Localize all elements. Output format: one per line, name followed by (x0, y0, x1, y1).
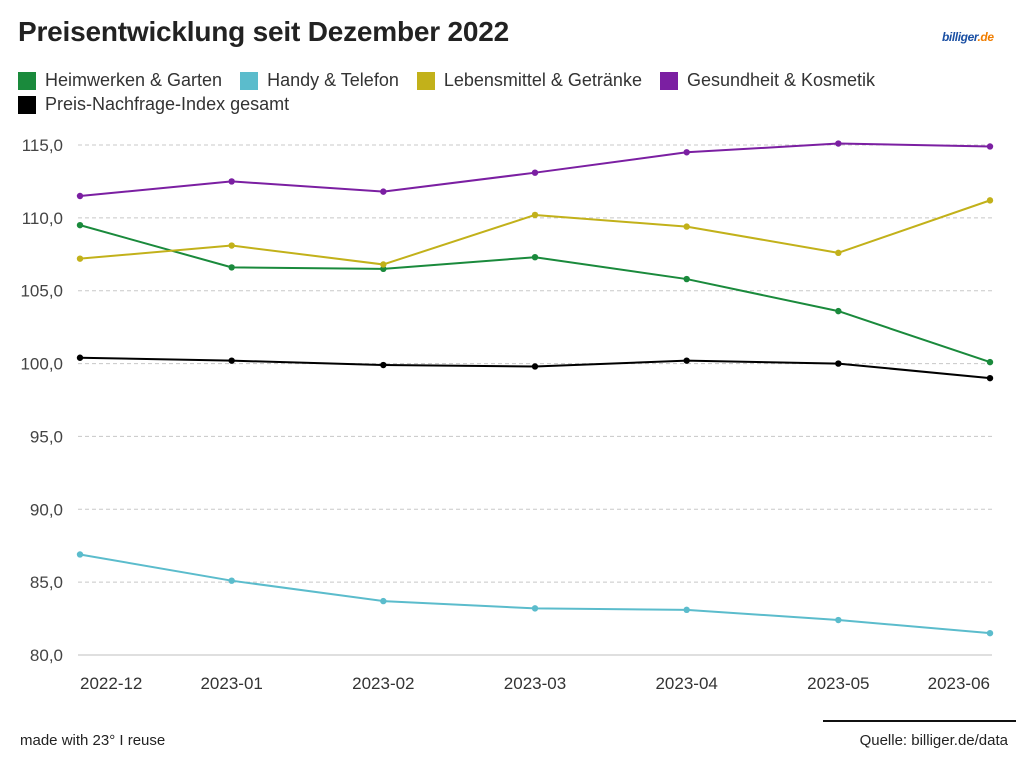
data-point (531, 605, 539, 612)
data-point (683, 606, 690, 614)
y-tick-label: 85,0 (30, 573, 63, 592)
series-group (76, 140, 994, 200)
legend-item[interactable]: Preis-Nachfrage-Index gesamt (18, 94, 289, 115)
chart-title: Preisentwicklung seit Dezember 2022 (18, 16, 509, 47)
y-tick-label: 115,0 (22, 136, 63, 155)
x-tick-label: 2023-04 (655, 674, 717, 693)
data-point (683, 223, 690, 230)
x-tick-label: 2023-05 (807, 674, 869, 693)
x-tick-label: 2023-02 (352, 674, 414, 693)
legend-label: Handy & Telefon (267, 70, 399, 90)
data-point (380, 361, 387, 369)
data-point (986, 374, 994, 382)
data-point (380, 265, 387, 273)
x-tick-label: 2023-01 (200, 674, 262, 693)
x-axis: 2022-12 2023-01 2023-02 2023-03 2023-04 2023-… (80, 674, 990, 693)
data-point (228, 178, 235, 185)
legend-label: Gesundheit & Kosmetik (686, 70, 876, 90)
data-point (683, 275, 690, 283)
legend-item[interactable]: Handy & Telefon (240, 70, 399, 91)
data-point (228, 577, 235, 584)
x-tick-label: 2023-03 (504, 674, 566, 693)
legend-label: Preis-Nachfrage-Index gesamt (45, 94, 290, 114)
data-point (835, 307, 842, 315)
data-point (380, 188, 387, 195)
data-point (76, 221, 84, 229)
series-group (76, 221, 994, 366)
series-line (79, 224, 991, 364)
data-point (986, 358, 994, 366)
data-point (76, 192, 84, 200)
legend-swatch (240, 71, 259, 90)
legend-swatch (416, 71, 435, 90)
y-tick-label: 100,0 (20, 355, 63, 374)
data-point (380, 261, 387, 268)
legend-item[interactable]: Heimwerken & Garten (18, 70, 222, 91)
legend-label: Heimwerken & Garten (45, 70, 223, 90)
data-point (228, 242, 235, 249)
data-point (835, 249, 842, 257)
series-group (76, 197, 994, 268)
data-point (986, 629, 994, 637)
data-point (531, 363, 539, 370)
data-point (76, 354, 84, 361)
legend-label: Lebensmittel & Getränke (443, 70, 642, 90)
legend-swatch (659, 71, 678, 90)
data-point (835, 140, 842, 147)
footer-divider (823, 720, 1016, 722)
data-point (531, 169, 539, 176)
data-point (76, 551, 84, 558)
legend-item[interactable]: Lebensmittel & Getränke (416, 70, 642, 91)
data-point (76, 255, 84, 262)
data-point (683, 357, 690, 364)
series-group (76, 551, 994, 637)
data-point (986, 197, 994, 204)
data-point (228, 357, 235, 364)
source-note: Quelle: billiger.de/data (859, 732, 1008, 749)
data-point (380, 597, 387, 605)
x-tick-label: 2022-12 (80, 674, 142, 693)
legend: Heimwerken & Garten Handy & Telefon Lebens… (18, 70, 1008, 115)
y-tick-label: 80,0 (30, 646, 63, 665)
series-line (79, 553, 991, 635)
data-point (835, 360, 842, 367)
logo-text-domain: .de (977, 30, 994, 44)
legend-item[interactable]: Gesundheit & Kosmetik (659, 70, 876, 91)
y-tick-label: 95,0 (30, 427, 63, 446)
y-tick-label: 110,0 (22, 209, 63, 228)
logo-text-main: billiger (942, 30, 978, 44)
data-point (835, 616, 842, 624)
brand-logo[interactable]: billiger.de (942, 30, 994, 44)
grid-lines: 80,0 85,0 90,0 95,0 100,0 105,0 110,0 115,0 (20, 136, 992, 665)
data-point (683, 149, 690, 156)
made-with-credit[interactable]: made with 23° I reuse (20, 732, 166, 749)
y-tick-label: 90,0 (30, 500, 63, 519)
data-point (228, 264, 235, 271)
x-tick-label: 2023-06 (928, 674, 990, 693)
legend-swatch (18, 95, 36, 114)
data-point (531, 211, 539, 219)
y-tick-label: 105,0 (20, 282, 63, 301)
data-point (531, 254, 539, 261)
data-point (986, 143, 994, 150)
series-group (76, 354, 994, 382)
legend-swatch (18, 71, 36, 90)
